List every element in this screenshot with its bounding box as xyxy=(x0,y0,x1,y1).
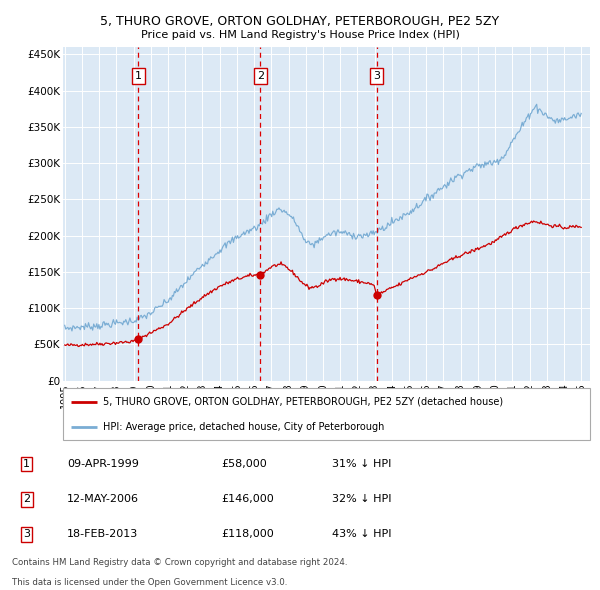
Text: 5, THURO GROVE, ORTON GOLDHAY, PETERBOROUGH, PE2 5ZY (detached house): 5, THURO GROVE, ORTON GOLDHAY, PETERBORO… xyxy=(103,396,503,407)
Text: 32% ↓ HPI: 32% ↓ HPI xyxy=(332,494,392,504)
Text: 31% ↓ HPI: 31% ↓ HPI xyxy=(332,459,391,469)
FancyBboxPatch shape xyxy=(63,388,590,440)
Text: 18-FEB-2013: 18-FEB-2013 xyxy=(67,529,139,539)
Text: This data is licensed under the Open Government Licence v3.0.: This data is licensed under the Open Gov… xyxy=(12,578,287,586)
Text: 43% ↓ HPI: 43% ↓ HPI xyxy=(332,529,392,539)
Text: Contains HM Land Registry data © Crown copyright and database right 2024.: Contains HM Land Registry data © Crown c… xyxy=(12,558,347,566)
Text: 3: 3 xyxy=(23,529,30,539)
Text: 2: 2 xyxy=(257,71,264,81)
Text: 1: 1 xyxy=(135,71,142,81)
Text: HPI: Average price, detached house, City of Peterborough: HPI: Average price, detached house, City… xyxy=(103,422,384,431)
Text: 12-MAY-2006: 12-MAY-2006 xyxy=(67,494,139,504)
Text: 5, THURO GROVE, ORTON GOLDHAY, PETERBOROUGH, PE2 5ZY: 5, THURO GROVE, ORTON GOLDHAY, PETERBORO… xyxy=(100,15,500,28)
Text: £58,000: £58,000 xyxy=(221,459,267,469)
Text: 1: 1 xyxy=(23,459,30,469)
Text: 09-APR-1999: 09-APR-1999 xyxy=(67,459,139,469)
Text: 3: 3 xyxy=(373,71,380,81)
Text: £146,000: £146,000 xyxy=(221,494,274,504)
Text: 2: 2 xyxy=(23,494,30,504)
Text: Price paid vs. HM Land Registry's House Price Index (HPI): Price paid vs. HM Land Registry's House … xyxy=(140,30,460,40)
Text: £118,000: £118,000 xyxy=(221,529,274,539)
